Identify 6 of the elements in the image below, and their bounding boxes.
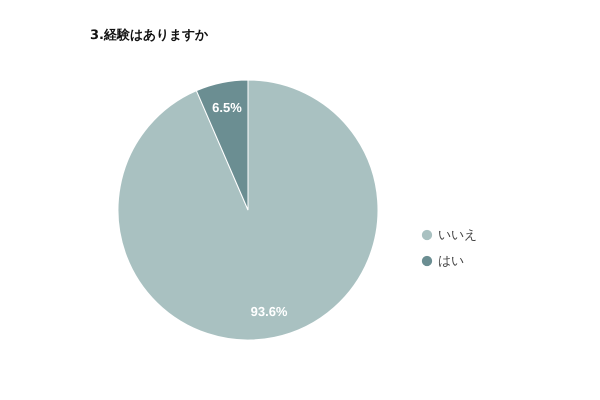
legend-label: はい [438, 254, 464, 269]
legend-label: いいえ [438, 228, 477, 243]
data-label: 93.6% [250, 304, 288, 319]
chart-title: 3.経験はありますか [90, 28, 209, 43]
data-label: 6.5% [212, 100, 242, 116]
pie-slice [118, 80, 378, 340]
